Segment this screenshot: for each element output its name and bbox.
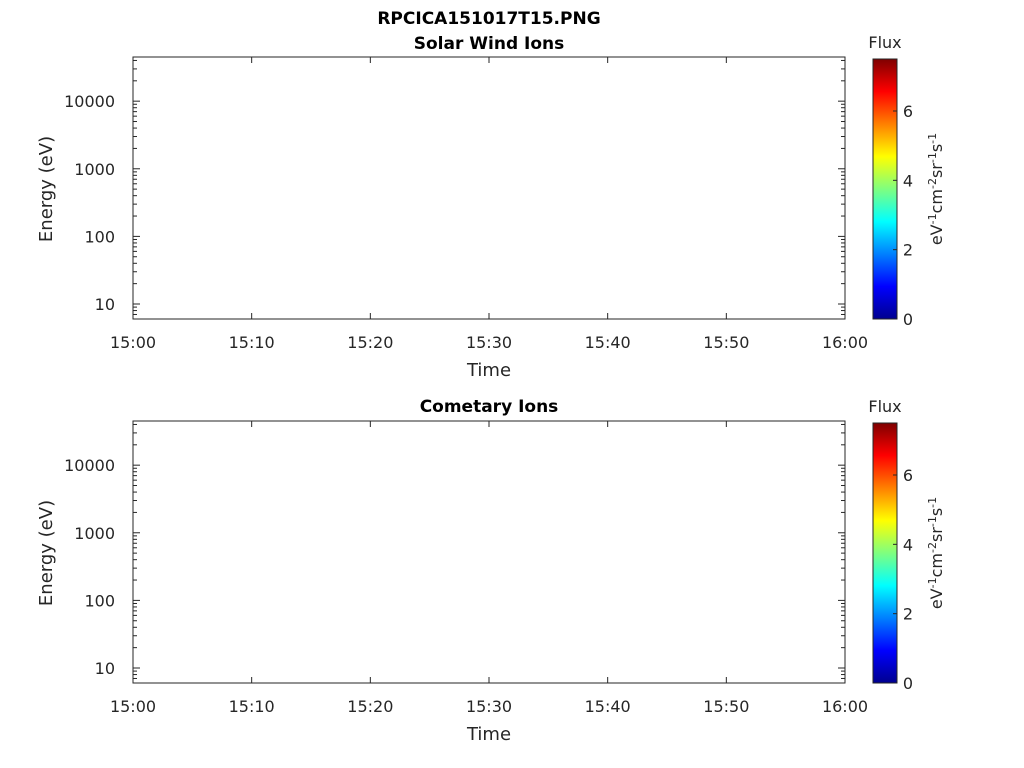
x-tick-label: 15:30 (466, 697, 512, 716)
colorbar-unit-label: eV-1cm-2sr-1s-1 (926, 133, 946, 245)
solar-wind-panel: Solar Wind Ions 15:00 15:10 15:20 15:30 15:4… (36, 33, 946, 381)
y-tick-label: 10 (95, 659, 115, 678)
y-tick-label: 10000 (64, 456, 115, 475)
y-tick-label: 1000 (74, 160, 115, 179)
colorbar-gradient (872, 422, 898, 684)
x-axis-ticks: 15:00 15:10 15:20 15:30 15:40 15:50 16:00 (110, 57, 868, 352)
colorbar-tick-label: 2 (903, 241, 913, 260)
x-tick-label: 15:50 (703, 697, 749, 716)
y-axis-ticks: 10 100 1000 10000 (64, 59, 845, 320)
x-tick-label: 15:40 (585, 697, 631, 716)
colorbar-tick-label: 2 (903, 605, 913, 624)
y-axis-ticks: 10 100 1000 10000 (64, 423, 845, 684)
x-tick-label: 15:30 (466, 333, 512, 352)
x-tick-label: 15:10 (229, 333, 275, 352)
colorbar-gradient (872, 58, 898, 320)
figure-title: RPCICA151017T15.PNG (377, 9, 600, 29)
y-tick-label: 100 (84, 591, 115, 610)
x-axis-ticks: 15:00 15:10 15:20 15:30 15:40 15:50 16:00 (110, 421, 868, 716)
y-tick-label: 1000 (74, 524, 115, 543)
colorbar-tick-label: 6 (903, 102, 913, 121)
colorbar-title: Flux (868, 397, 901, 416)
x-tick-label: 15:10 (229, 697, 275, 716)
y-axis-label: Energy (eV) (36, 136, 57, 242)
colorbar: Flux 0 2 4 6 eV-1cm-2sr-1s-1 (868, 397, 946, 693)
y-axis-label: Energy (eV) (36, 500, 57, 606)
colorbar-tick-label: 0 (903, 674, 913, 693)
panel-title-cometary: Cometary Ions (420, 397, 559, 417)
x-tick-label: 15:00 (110, 333, 156, 352)
x-tick-label: 15:40 (585, 333, 631, 352)
colorbar-tick-label: 4 (903, 171, 913, 190)
x-tick-label: 15:50 (703, 333, 749, 352)
colorbar-title: Flux (868, 33, 901, 52)
x-tick-label: 16:00 (822, 333, 868, 352)
colorbar-unit-label: eV-1cm-2sr-1s-1 (926, 497, 946, 609)
y-tick-label: 10 (95, 295, 115, 314)
colorbar-tick-label: 0 (903, 310, 913, 329)
panel-title-solar-wind: Solar Wind Ions (414, 34, 565, 54)
colorbar: Flux 0 2 4 6 eV-1cm-2sr-1s-1 (868, 33, 946, 329)
x-tick-label: 15:20 (347, 697, 393, 716)
y-tick-label: 10000 (64, 92, 115, 111)
x-tick-label: 16:00 (822, 697, 868, 716)
x-tick-label: 15:20 (347, 333, 393, 352)
cometary-panel: Cometary Ions 15:00 15:10 15:20 15:30 15:40 1… (36, 397, 946, 745)
x-axis-label: Time (466, 360, 511, 381)
plot-frame (132, 56, 846, 320)
colorbar-tick-label: 6 (903, 466, 913, 485)
x-tick-label: 15:00 (110, 697, 156, 716)
x-axis-label: Time (466, 724, 511, 745)
colorbar-tick-label: 4 (903, 535, 913, 554)
y-tick-label: 100 (84, 227, 115, 246)
plot-frame (132, 420, 846, 684)
